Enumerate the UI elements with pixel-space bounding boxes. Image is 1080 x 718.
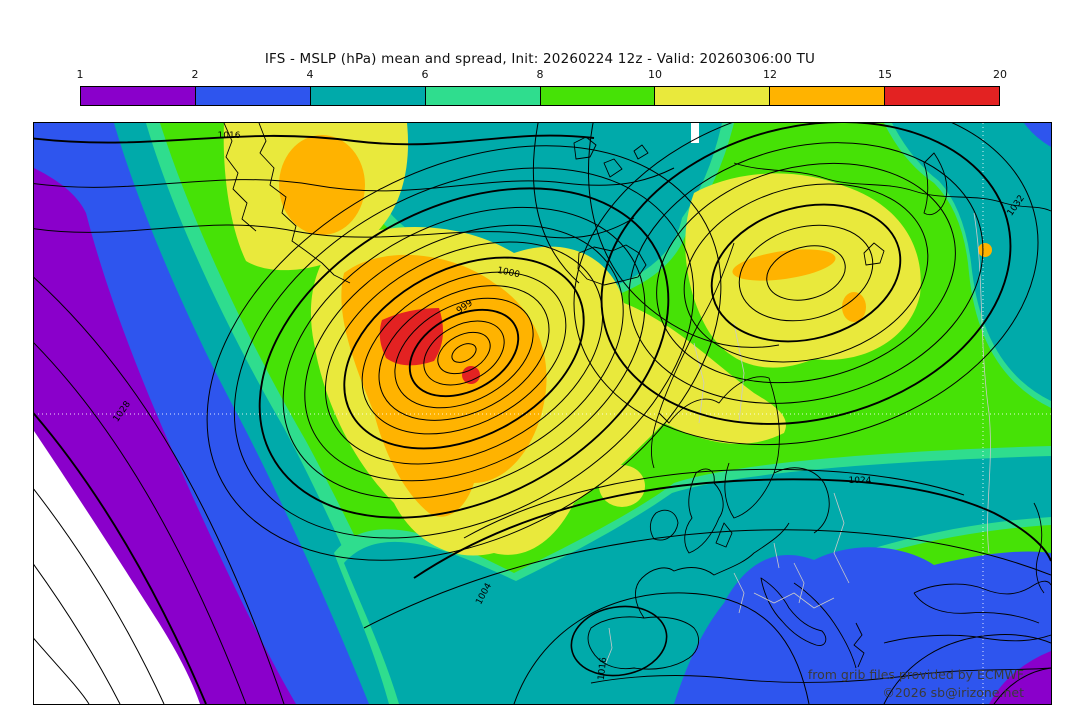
- page-title: IFS - MSLP (hPa) mean and spread, Init: …: [264, 51, 816, 67]
- graticule: [34, 123, 1051, 704]
- colorbar-segment-1-2: [81, 87, 196, 105]
- colorbar-segment-8-10: [540, 87, 656, 105]
- attribution-copyright: ©2026 sb@irizone.net: [882, 685, 1024, 700]
- colorbar-tick: 8: [536, 68, 544, 81]
- attribution-source: from grib files provided by ECMWF: [808, 667, 1024, 682]
- spread-fill-layers: [34, 123, 1051, 704]
- colorbar-ticks: 1 2 4 6 8 10 12 15 20: [76, 68, 1008, 82]
- colorbar-tick: 10: [648, 68, 662, 81]
- colorbar-tick: 6: [421, 68, 429, 81]
- colorbar-segment-15-20: [885, 87, 999, 105]
- colorbar-tick: 20: [993, 68, 1007, 81]
- colorbar-segment-6-8: [425, 87, 541, 105]
- colorbar-tick: 15: [878, 68, 892, 81]
- map-container: 1016 1000 999 1004 1024 1016 1028 1032 from gri…: [33, 122, 1052, 705]
- colorbar-tick: 12: [763, 68, 777, 81]
- top-notch: [691, 123, 699, 143]
- colorbar: [80, 86, 1000, 106]
- colorbar-tick: 2: [191, 68, 199, 81]
- colorbar-tick: 4: [306, 68, 314, 81]
- contour-label: 1016: [597, 657, 609, 681]
- colorbar-segment-12-15: [770, 87, 886, 105]
- contour-label: 1016: [218, 131, 241, 141]
- contour-label: 1000: [496, 266, 521, 281]
- colorbar-segment-4-6: [310, 87, 426, 105]
- colorbar-tick: 1: [76, 68, 84, 81]
- country-borders: [605, 212, 991, 664]
- colorbar-segment-10-12: [655, 87, 771, 105]
- contour-label: 1024: [849, 476, 872, 486]
- colorbar-segment-2-4: [195, 87, 311, 105]
- isobars: [34, 123, 1051, 704]
